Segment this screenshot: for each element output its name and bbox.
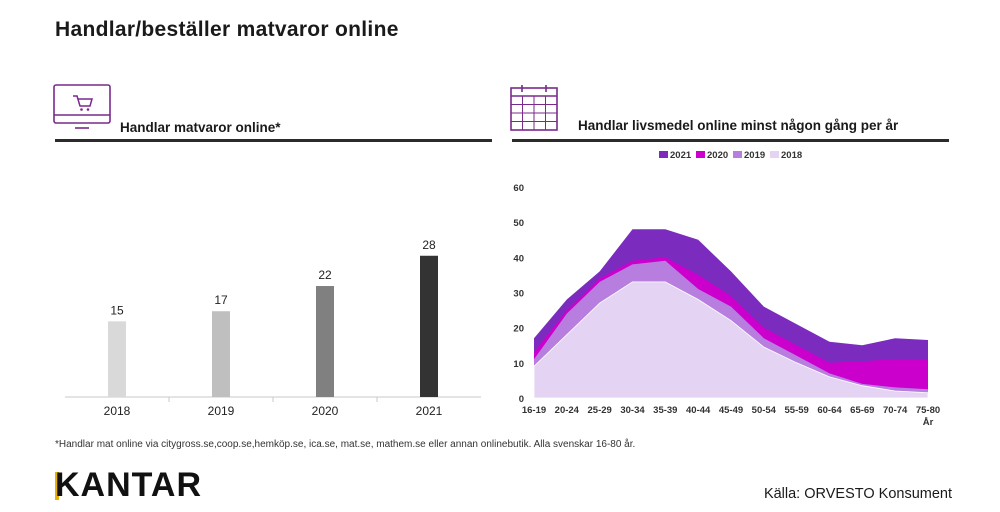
area-chart: 2021 2020 2019 2018 0 10 20 30 40 50 60 16-19 20-24… (513, 150, 940, 428)
y-tick-label: 30 (513, 289, 524, 300)
legend-swatch-2018 (770, 151, 779, 158)
x-unit-label: År (923, 417, 934, 428)
right-panel-title: Handlar livsmedel online minst någon gån… (578, 118, 899, 133)
x-tick-label: 30-34 (620, 405, 645, 416)
bar-value-label: 15 (110, 303, 124, 317)
legend-label: 2021 (670, 150, 692, 161)
bar-category-label: 2019 (208, 404, 235, 418)
legend-swatch-2021 (659, 151, 668, 158)
bar-2020 (316, 286, 334, 397)
y-tick-label: 50 (513, 218, 524, 229)
x-tick-label: 50-54 (752, 405, 777, 416)
right-panel-divider (512, 139, 949, 142)
footnote: *Handlar mat online via citygross.se,coo… (55, 439, 636, 450)
y-tick-label: 0 (519, 394, 524, 405)
x-tick-label: 40-44 (686, 405, 711, 416)
source-note: Källa: ORVESTO Konsument (763, 486, 952, 502)
shopping-cart-monitor-icon (53, 84, 111, 129)
bar-category-label: 2018 (104, 404, 131, 418)
bar-2019 (212, 311, 230, 397)
x-tick-label: 55-59 (785, 405, 809, 416)
legend-label: 2019 (744, 150, 765, 161)
y-tick-label: 60 (513, 183, 524, 194)
bar-2018 (108, 321, 126, 397)
x-tick-label: 20-24 (555, 405, 580, 416)
y-tick-label: 10 (513, 359, 524, 370)
x-tick-label: 60-64 (817, 405, 842, 416)
bar-2021 (420, 255, 438, 397)
area-series-2018 (533, 281, 929, 399)
page-title: Handlar/beställer matvaror online (55, 18, 399, 41)
x-tick-label: 35-39 (653, 405, 677, 416)
x-tick-label: 75-80 (916, 405, 940, 416)
legend-label: 2018 (781, 150, 802, 161)
x-tick-label: 16-19 (522, 405, 546, 416)
y-tick-label: 40 (513, 253, 524, 264)
bar-category-label: 2020 (312, 404, 339, 418)
x-tick-label: 45-49 (719, 405, 743, 416)
x-tick-label: 70-74 (883, 405, 908, 416)
calendar-icon (510, 85, 558, 131)
bar-value-label: 17 (214, 293, 228, 307)
y-tick-label: 20 (513, 324, 524, 335)
bar-category-label: 2021 (416, 404, 443, 418)
legend-swatch-2020 (696, 151, 705, 158)
left-panel-divider (55, 139, 492, 142)
bar-chart: 15 2018 17 2019 22 2020 28 2021 (65, 238, 481, 418)
legend-swatch-2019 (733, 151, 742, 158)
logo-accent-bar (55, 472, 59, 500)
legend-label: 2020 (707, 150, 728, 161)
left-panel-title: Handlar matvaror online* (120, 120, 281, 135)
kantar-logo: KANTAR (55, 466, 203, 504)
x-tick-label: 25-29 (588, 405, 612, 416)
bar-value-label: 28 (422, 238, 436, 252)
x-tick-label: 65-69 (850, 405, 874, 416)
bar-value-label: 22 (318, 268, 332, 282)
